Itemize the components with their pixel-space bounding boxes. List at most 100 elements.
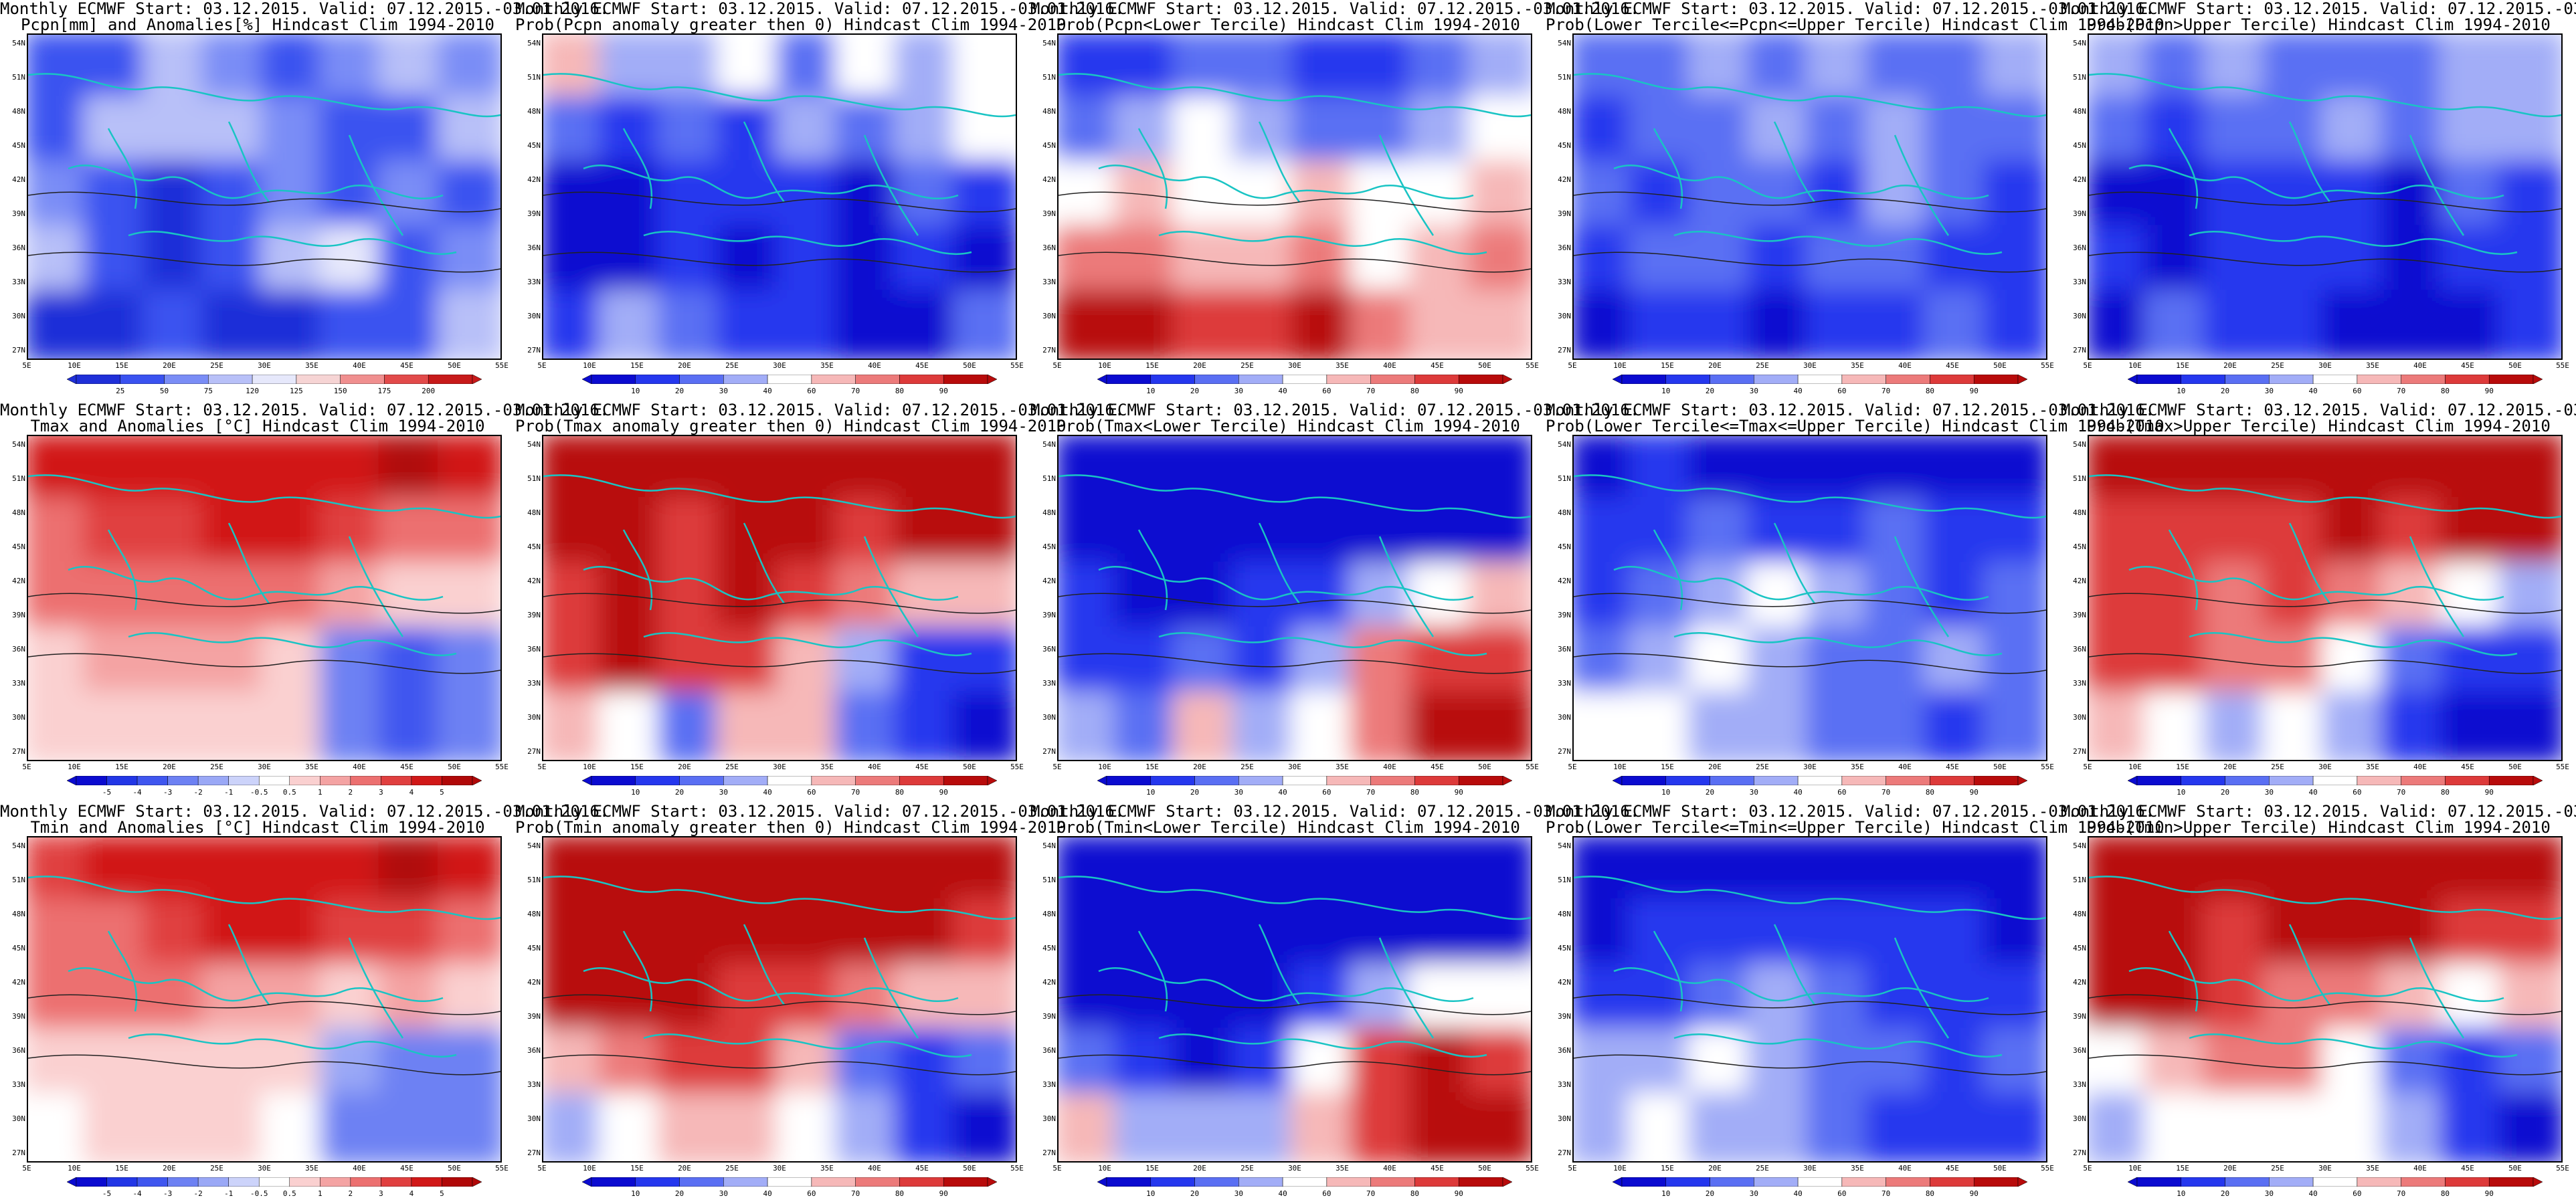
field-cell bbox=[2498, 496, 2561, 570]
field-cell bbox=[2262, 963, 2329, 1036]
field-cell bbox=[1687, 1027, 1755, 1101]
field-cell bbox=[142, 160, 209, 233]
color-bar-label: 25 bbox=[116, 387, 125, 395]
field-cell bbox=[2089, 496, 2152, 570]
color-bar-min-arrow bbox=[582, 1177, 592, 1187]
field-cell bbox=[598, 35, 666, 104]
color-bar-segment bbox=[1414, 776, 1459, 785]
field-cell bbox=[598, 225, 666, 298]
field-cell bbox=[319, 1092, 387, 1161]
contour-line bbox=[543, 191, 1016, 213]
coastline bbox=[2168, 930, 2199, 1012]
longitude-label: 50E bbox=[1993, 763, 2007, 771]
latitude-label: 39N bbox=[1558, 209, 1571, 218]
panel-title-line1: Monthly ECMWF Start: 03.12.2015. Valid: … bbox=[1030, 0, 1640, 18]
field-cell bbox=[775, 95, 843, 169]
field-cell bbox=[1059, 561, 1122, 635]
field-cell bbox=[2439, 436, 2506, 505]
longitude-label: 35E bbox=[1336, 1164, 1349, 1173]
color-bar-segment bbox=[635, 776, 680, 785]
field-cell bbox=[1574, 436, 1637, 505]
coastline bbox=[1137, 529, 1168, 611]
longitude-label: 15E bbox=[2176, 1164, 2189, 1173]
latitude-label: 51N bbox=[527, 73, 541, 82]
field-cell bbox=[1350, 496, 1417, 570]
field-cell bbox=[1806, 837, 1873, 906]
color-bar-label: 80 bbox=[895, 1189, 905, 1198]
latitude-label: 30N bbox=[1042, 1114, 1056, 1123]
field-cell bbox=[1172, 95, 1240, 169]
longitude-label: 20E bbox=[678, 1164, 691, 1173]
field-cell bbox=[1983, 225, 2046, 298]
field-cell bbox=[1983, 898, 2046, 971]
contour-line bbox=[28, 653, 500, 674]
forecast-map-canvas bbox=[28, 436, 500, 760]
longitude-label: 35E bbox=[1851, 361, 1864, 370]
panel-title-line2: Prob(Tmin<Lower Tercile) Hindcast Clim 1… bbox=[1056, 818, 1520, 837]
field-cell bbox=[1291, 1092, 1358, 1161]
latitude-label: 30N bbox=[12, 1114, 25, 1123]
forecast-map-canvas bbox=[28, 837, 500, 1161]
field-cell bbox=[1113, 160, 1181, 233]
longitude-label: 40E bbox=[2413, 361, 2427, 370]
latitude-label: 51N bbox=[12, 73, 25, 82]
forecast-map bbox=[2088, 836, 2563, 1163]
longitude-label: 45E bbox=[1946, 763, 1959, 771]
field-cell bbox=[437, 691, 500, 760]
color-bar-max-arrow bbox=[1502, 375, 1512, 384]
field-cell bbox=[775, 436, 843, 505]
field-cell bbox=[1687, 496, 1755, 570]
field-cell bbox=[1291, 626, 1358, 700]
color-bar-label: 50 bbox=[159, 387, 169, 395]
field-cell bbox=[1806, 496, 1873, 570]
field-cell bbox=[378, 626, 446, 700]
latitude-label: 51N bbox=[1558, 73, 1571, 82]
color-bar-segment bbox=[2445, 375, 2490, 384]
color-bar-label: 1 bbox=[317, 1189, 323, 1198]
field-cell bbox=[2321, 561, 2389, 635]
latitude-label: 42N bbox=[12, 978, 25, 987]
contour-line bbox=[2089, 994, 2561, 1015]
coastline bbox=[2288, 522, 2331, 604]
color-bar-label: 20 bbox=[674, 788, 684, 797]
field-cell bbox=[437, 837, 500, 906]
latitude-label: 36N bbox=[2073, 1046, 2086, 1055]
latitude-label: 33N bbox=[1558, 1080, 1571, 1089]
field-cell bbox=[1350, 561, 1417, 635]
field-cell bbox=[1746, 436, 1814, 505]
field-cell bbox=[2439, 1027, 2506, 1101]
field-cell bbox=[1113, 496, 1181, 570]
longitude-label: 25E bbox=[725, 1164, 739, 1173]
color-bar-segment bbox=[1621, 375, 1667, 384]
field-cell bbox=[437, 898, 500, 971]
field-cell bbox=[2321, 963, 2389, 1036]
field-cell bbox=[1172, 496, 1240, 570]
longitude-label: 15E bbox=[1145, 1164, 1159, 1173]
field-cell bbox=[1865, 626, 1932, 700]
field-cell bbox=[83, 626, 151, 700]
field-cell bbox=[1983, 95, 2046, 169]
field-cell bbox=[1865, 496, 1932, 570]
color-bar-label: 90 bbox=[2484, 788, 2494, 797]
color-bar-segment bbox=[228, 776, 260, 785]
field-cell bbox=[1291, 963, 1358, 1036]
field-cell bbox=[1350, 160, 1417, 233]
field-cell bbox=[1113, 225, 1181, 298]
color-bar-segment bbox=[2136, 776, 2182, 785]
forecast-map bbox=[27, 33, 502, 360]
field-cell bbox=[952, 496, 1016, 570]
contour-line bbox=[1059, 191, 1531, 213]
color-bar-segment bbox=[2401, 1177, 2446, 1187]
coastline bbox=[348, 536, 404, 637]
field-cell bbox=[716, 290, 784, 359]
field-cell bbox=[142, 561, 209, 635]
field-cell bbox=[437, 626, 500, 700]
color-bar-label: 80 bbox=[895, 387, 905, 395]
field-cell bbox=[1574, 691, 1637, 760]
forecast-panel: Monthly ECMWF Start: 03.12.2015. Valid: … bbox=[2061, 803, 2576, 1204]
color-bar-label: 10 bbox=[631, 788, 640, 797]
field-cell bbox=[1574, 95, 1637, 169]
field-cell bbox=[2089, 898, 2152, 971]
color-bar-label: 40 bbox=[2308, 387, 2318, 395]
color-bar-segment bbox=[1150, 375, 1195, 384]
